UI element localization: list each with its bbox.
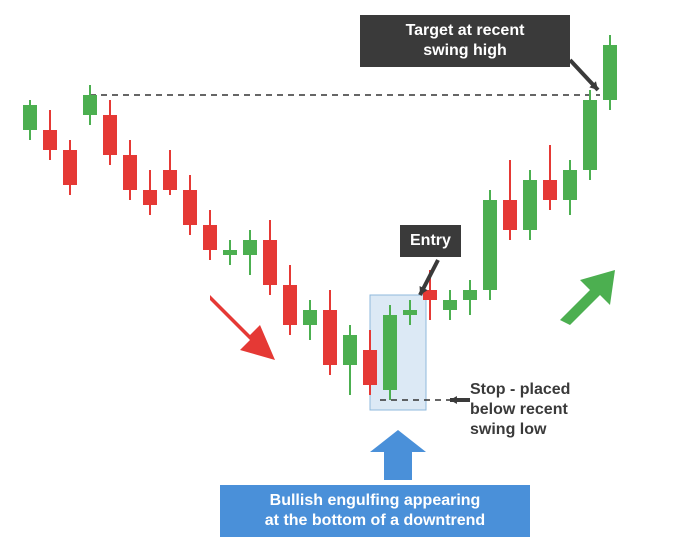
chart-svg bbox=[0, 0, 679, 538]
entry-annotation: Entry bbox=[400, 225, 461, 257]
bullish-engulfing-annotation: Bullish engulfing appearing at the botto… bbox=[220, 485, 530, 537]
candlestick-chart: Target at recent swing high Entry Stop -… bbox=[0, 0, 679, 538]
stop-annotation: Stop - placed below recent swing low bbox=[470, 380, 570, 440]
target-annotation: Target at recent swing high bbox=[360, 15, 570, 67]
